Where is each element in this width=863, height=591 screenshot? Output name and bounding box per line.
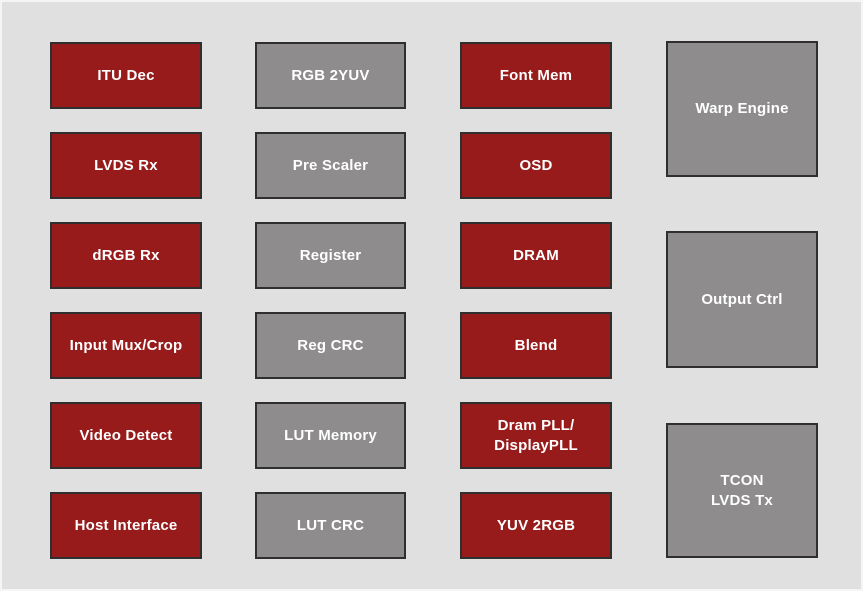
- block-video-detect: Video Detect: [50, 402, 202, 469]
- block-label: Input Mux/Crop: [69, 336, 183, 354]
- block-lut-crc: LUT CRC: [255, 492, 406, 559]
- block-register: Register: [255, 222, 406, 289]
- block-label: RGB 2YUV: [291, 66, 370, 84]
- column-processing-blocks: RGB 2YUV Pre Scaler Register Reg CRC LUT…: [255, 42, 406, 559]
- block-label: TCON LVDS Tx: [711, 472, 773, 509]
- block-host-interface: Host Interface: [50, 492, 202, 559]
- block-osd: OSD: [460, 132, 612, 199]
- block-dram: DRAM: [460, 222, 612, 289]
- block-label: OSD: [519, 156, 553, 174]
- block-tcon-lvds-tx: TCON LVDS Tx: [666, 423, 818, 558]
- block-yuv-2rgb: YUV 2RGB: [460, 492, 612, 559]
- column-input-blocks: ITU Dec LVDS Rx dRGB Rx Input Mux/Crop V…: [50, 42, 202, 559]
- block-label: Output Ctrl: [701, 290, 783, 308]
- block-label: DRAM: [513, 246, 559, 264]
- block-itu-dec: ITU Dec: [50, 42, 202, 109]
- block-label: LUT Memory: [284, 426, 377, 444]
- block-font-mem: Font Mem: [460, 42, 612, 109]
- block-pre-scaler: Pre Scaler: [255, 132, 406, 199]
- column-memory-blocks: Font Mem OSD DRAM Blend Dram PLL/ Displa…: [460, 42, 612, 559]
- block-label: Blend: [514, 336, 558, 354]
- block-label: LVDS Rx: [94, 156, 158, 174]
- block-label: Warp Engine: [695, 100, 789, 118]
- block-label: Font Mem: [499, 66, 573, 84]
- block-output-ctrl: Output Ctrl: [666, 231, 818, 368]
- block-warp-engine: Warp Engine: [666, 41, 818, 177]
- block-lut-memory: LUT Memory: [255, 402, 406, 469]
- block-label: Pre Scaler: [292, 156, 369, 174]
- block-blend: Blend: [460, 312, 612, 379]
- block-label: Video Detect: [79, 426, 173, 444]
- block-input-mux-crop: Input Mux/Crop: [50, 312, 202, 379]
- block-drgb-rx: dRGB Rx: [50, 222, 202, 289]
- block-reg-crc: Reg CRC: [255, 312, 406, 379]
- column-output-blocks: Warp Engine Output Ctrl TCON LVDS Tx: [666, 41, 818, 558]
- block-label: Register: [299, 246, 362, 264]
- block-label: Dram PLL/ DisplayPLL: [494, 417, 578, 454]
- block-label: Host Interface: [74, 516, 178, 534]
- block-label: LUT CRC: [296, 516, 365, 534]
- block-label: Reg CRC: [297, 336, 364, 354]
- block-label: ITU Dec: [97, 66, 155, 84]
- block-label: dRGB Rx: [92, 246, 160, 264]
- block-lvds-rx: LVDS Rx: [50, 132, 202, 199]
- block-label: YUV 2RGB: [496, 516, 576, 534]
- block-rgb-2yuv: RGB 2YUV: [255, 42, 406, 109]
- block-dram-pll-display-pll: Dram PLL/ DisplayPLL: [460, 402, 612, 469]
